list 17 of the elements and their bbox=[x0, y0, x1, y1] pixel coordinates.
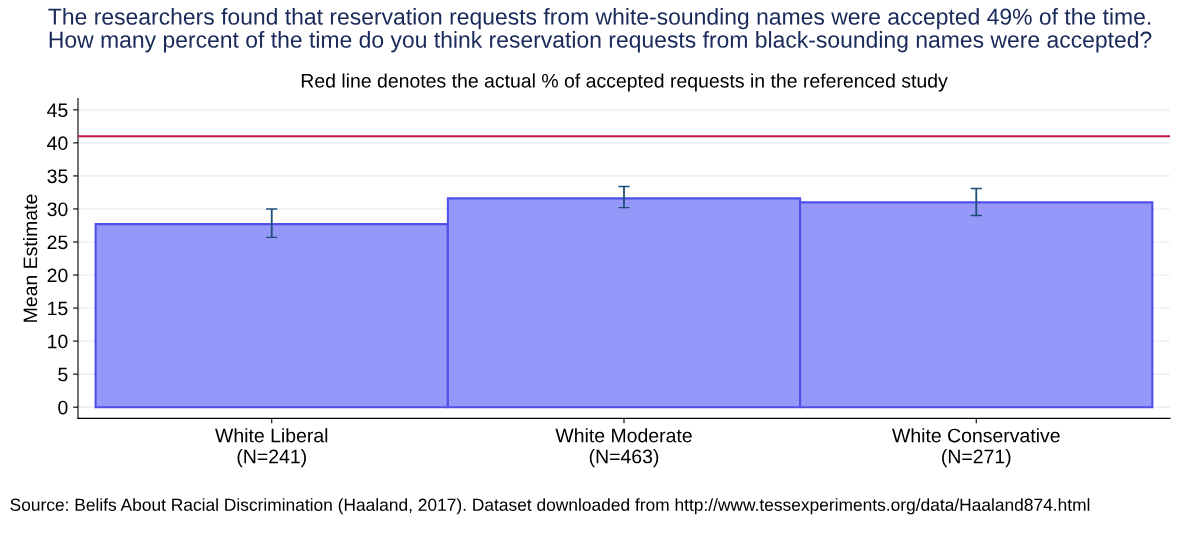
y-tick-label: 25 bbox=[47, 235, 68, 250]
y-tick-label: 45 bbox=[47, 103, 68, 118]
y-tick-label: 0 bbox=[58, 400, 68, 415]
source-note: Source: Belifs About Racial Discrimination (Haaland, 2017). Dataset downloaded from http://www.tessexperiments.org/data/Haaland874.html bbox=[10, 498, 1090, 515]
chart-title: The researchers found that reservation requests from white-sounding names were accepted 49% of the time. How many percent of the time do you think reservation requests from black-sounding names were accepted? bbox=[48, 7, 1152, 53]
y-tick-label: 10 bbox=[48, 334, 68, 349]
y-tick-label: 5 bbox=[58, 367, 68, 382]
y-tick-label: 35 bbox=[47, 169, 68, 184]
chart-subtitle: Red line denotes the actual % of accepted requests in the referenced study bbox=[301, 73, 948, 92]
y-tick-label: 15 bbox=[48, 301, 68, 316]
y-tick-label: 40 bbox=[47, 136, 68, 151]
x-tick-label: White Moderate (N=463) bbox=[555, 428, 692, 468]
x-tick-label: White Conservative (N=271) bbox=[892, 428, 1060, 468]
y-tick-label: 20 bbox=[47, 268, 68, 283]
y-axis-title: Mean Estimate bbox=[22, 194, 38, 322]
y-tick-label: 30 bbox=[47, 202, 68, 217]
x-tick-label: White Liberal (N=241) bbox=[215, 428, 328, 468]
